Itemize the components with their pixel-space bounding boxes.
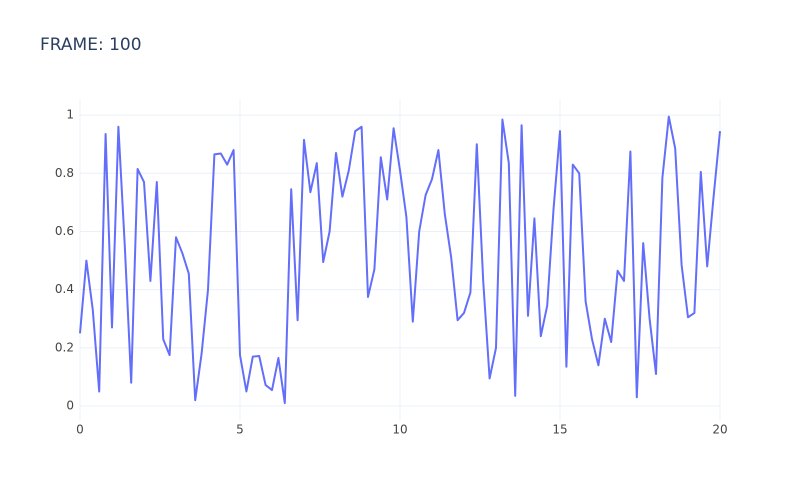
data-line: [79, 115, 721, 405]
x-tick-label: 20: [712, 423, 727, 437]
y-tick-label: 0.6: [55, 224, 74, 238]
y-tick-label: 0.4: [55, 282, 74, 296]
x-tick-label: 5: [236, 423, 244, 437]
x-tick-label: 15: [552, 423, 567, 437]
y-tick-label: 0: [66, 399, 74, 413]
x-tick-label: 0: [76, 423, 84, 437]
y-tick-label: 0.8: [55, 166, 74, 180]
y-tick-label: 0.2: [55, 340, 74, 354]
x-tick-label: 10: [392, 423, 407, 437]
y-tick-label: 1: [66, 108, 74, 122]
chart-title: FRAME: 100: [40, 35, 142, 55]
